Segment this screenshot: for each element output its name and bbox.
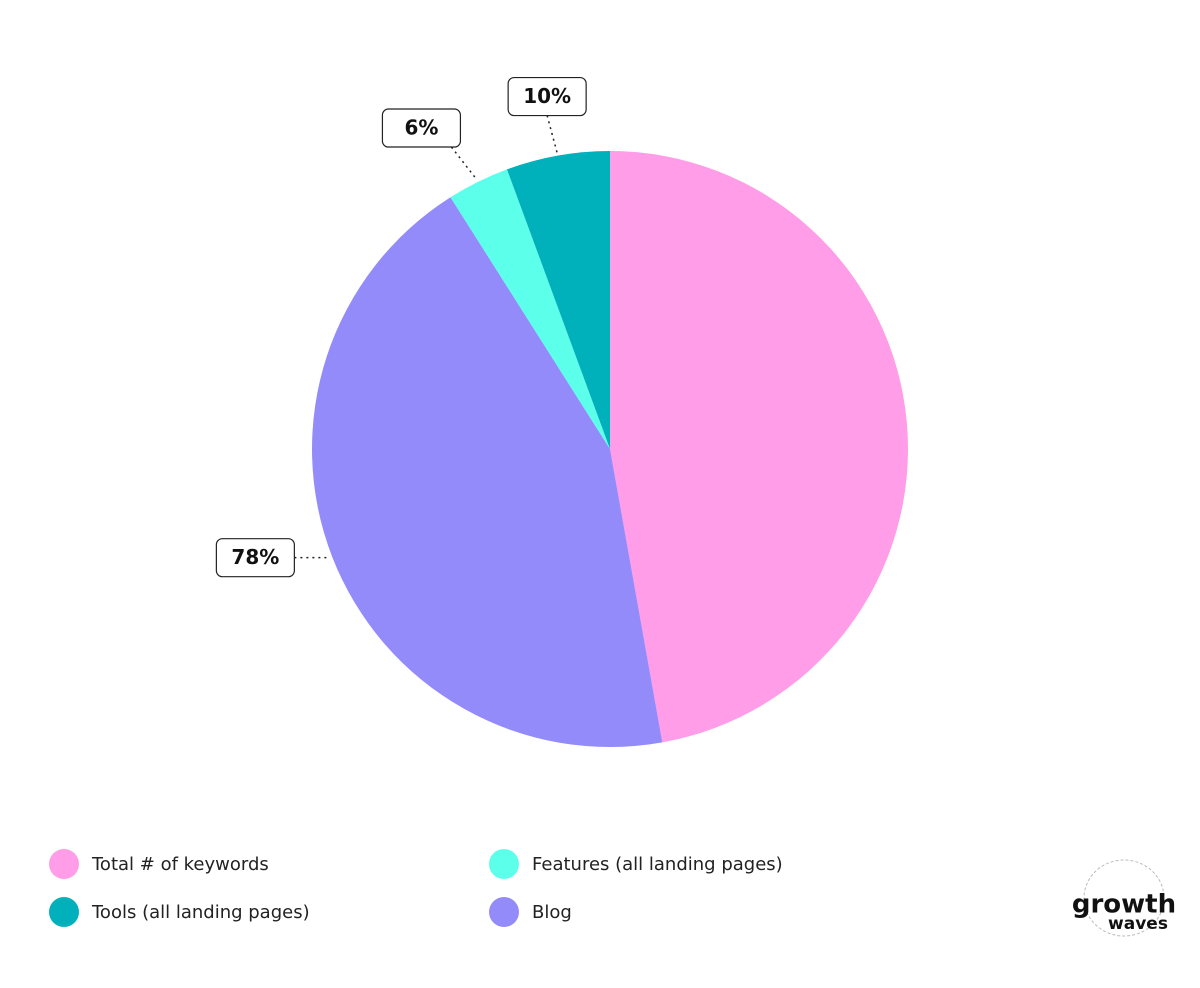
logo: growth waves (1072, 859, 1176, 937)
data-label: 6% (404, 116, 438, 140)
pie-slice (450, 169, 610, 449)
legend-label: Features (all landing pages) (532, 854, 783, 875)
callout-line (450, 146, 478, 181)
label-box (215, 538, 295, 578)
legend-swatch (49, 897, 79, 927)
legend-swatch (489, 849, 519, 879)
data-label: 10% (523, 84, 571, 108)
label-box (381, 108, 462, 148)
logo-line1: growth (1072, 890, 1176, 920)
pie-slice (610, 151, 908, 743)
pie-slice (506, 151, 610, 449)
legend-label: Blog (532, 902, 572, 923)
pie-slice (311, 197, 663, 748)
legend-swatch (49, 849, 79, 879)
logo-line2: waves (1108, 914, 1168, 934)
legend-label: Total # of keywords (91, 854, 269, 875)
legend-label: Tools (all landing pages) (91, 902, 310, 923)
label-box (507, 76, 587, 117)
legend-swatch (489, 897, 519, 927)
data-label: 78% (231, 545, 279, 569)
callout-line (546, 115, 559, 154)
logo-waves (1083, 859, 1165, 937)
